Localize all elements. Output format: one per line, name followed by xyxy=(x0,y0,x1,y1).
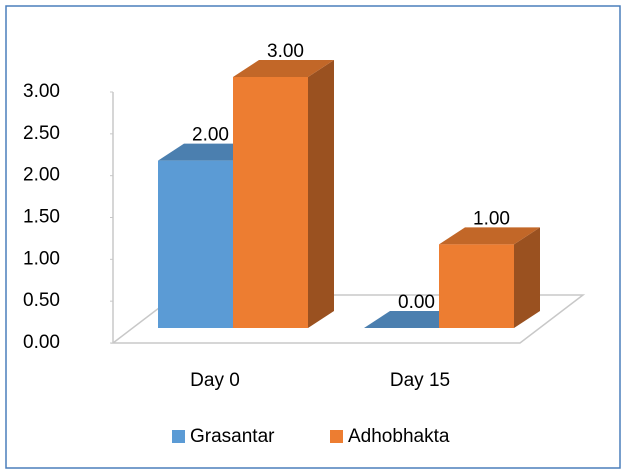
x-tick-label: Day 15 xyxy=(390,370,450,391)
bar-side xyxy=(308,60,334,328)
value-label: 1.00 xyxy=(473,208,510,229)
y-tick-label: 0.50 xyxy=(23,290,60,311)
bar xyxy=(439,227,540,328)
x-tick-label: Day 0 xyxy=(190,370,240,391)
legend-label: Grasantar xyxy=(190,426,275,447)
bar-front xyxy=(158,160,233,328)
value-label: 3.00 xyxy=(267,41,304,62)
legend-label: Adhobhakta xyxy=(348,426,450,447)
bar xyxy=(233,60,334,328)
y-tick-label: 2.00 xyxy=(23,165,60,186)
floor xyxy=(110,294,586,344)
y-tick-label: 2.50 xyxy=(23,123,60,144)
legend-swatch xyxy=(172,430,185,443)
y-tick-label: 1.00 xyxy=(23,248,60,269)
bar-front xyxy=(439,244,514,328)
legend-swatch xyxy=(330,430,343,443)
bar-top xyxy=(233,60,334,77)
y-tick-label: 1.50 xyxy=(23,207,60,228)
value-label: 2.00 xyxy=(192,125,229,146)
y-tick-label: 3.00 xyxy=(23,81,60,102)
value-label: 0.00 xyxy=(398,292,435,313)
bar-front xyxy=(233,77,308,328)
bar-side xyxy=(514,227,540,328)
bar-top xyxy=(439,227,540,245)
y-tick-label: 0.00 xyxy=(23,332,60,353)
